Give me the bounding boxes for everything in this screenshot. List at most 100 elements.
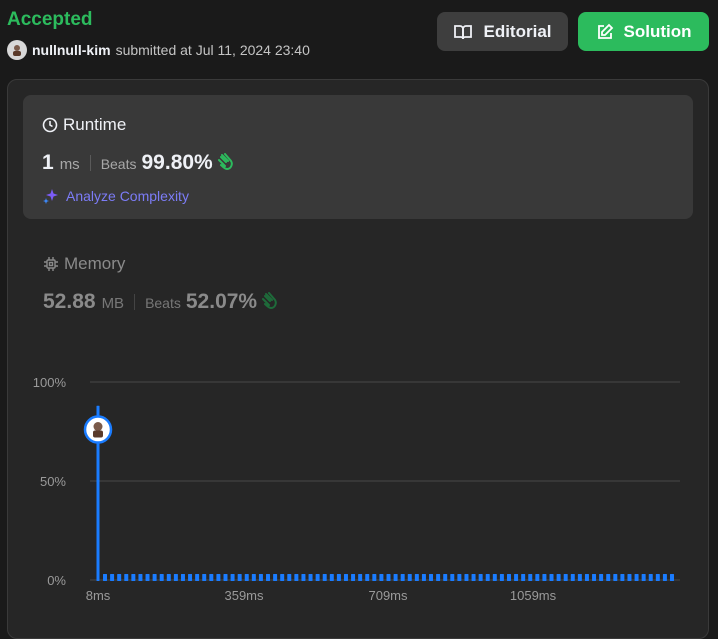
chart-bar[interactable] <box>386 574 391 581</box>
chart-bar[interactable] <box>662 574 667 581</box>
chart-bar[interactable] <box>287 574 292 581</box>
chart-bar[interactable] <box>216 574 221 581</box>
chart-bar[interactable] <box>634 574 639 581</box>
runtime-distribution-chart[interactable]: 100% 50% 0% 8ms 359ms 709ms 1059ms <box>0 360 718 611</box>
chart-bar[interactable] <box>358 574 363 581</box>
chart-bar[interactable] <box>492 574 497 581</box>
chart-bar[interactable] <box>485 574 490 581</box>
chart-bar[interactable] <box>315 574 320 581</box>
chart-bar[interactable] <box>110 574 115 581</box>
chart-bar[interactable] <box>613 574 618 581</box>
chart-bar[interactable] <box>641 574 646 581</box>
chart-bar[interactable] <box>131 574 136 581</box>
chart-bar[interactable] <box>173 574 178 581</box>
chart-bar[interactable] <box>655 574 660 581</box>
chart-bar[interactable] <box>450 574 455 581</box>
chart-bar[interactable] <box>145 574 150 581</box>
chart-bar[interactable] <box>195 574 200 581</box>
chart-bar[interactable] <box>599 574 604 581</box>
chart-bar[interactable] <box>202 574 207 581</box>
chart-bar[interactable] <box>506 574 511 581</box>
chart-bar[interactable] <box>223 574 228 581</box>
solution-button[interactable]: Solution <box>578 12 709 51</box>
chart-bar[interactable] <box>563 574 568 581</box>
chart-bar[interactable] <box>393 574 398 581</box>
analyze-complexity-link[interactable]: Analyze Complexity <box>42 187 189 205</box>
chart-bar[interactable] <box>273 574 278 581</box>
sparkle-icon <box>43 189 58 204</box>
chart-bar[interactable] <box>180 574 185 581</box>
chart-bar[interactable] <box>514 574 519 581</box>
chart-bar[interactable] <box>577 574 582 581</box>
chart-bar[interactable] <box>414 574 419 581</box>
chart-bar[interactable] <box>138 574 143 581</box>
chart-bar[interactable] <box>237 574 242 581</box>
chart-bar[interactable] <box>429 574 434 581</box>
highlight-avatar-body <box>93 430 103 438</box>
memory-tab[interactable]: Memory <box>43 254 125 274</box>
chart-bar[interactable] <box>258 574 263 581</box>
chart-bar[interactable] <box>209 574 214 581</box>
chart-bar[interactable] <box>606 574 611 581</box>
chart-bar[interactable] <box>266 574 271 581</box>
chart-bar[interactable] <box>535 574 540 581</box>
chart-bar[interactable] <box>421 574 426 581</box>
chart-bar[interactable] <box>251 574 256 581</box>
chart-bar[interactable] <box>471 574 476 581</box>
chart-bar[interactable] <box>322 574 327 581</box>
chart-bar[interactable] <box>457 574 462 581</box>
chart-bar[interactable] <box>464 574 469 581</box>
avatar[interactable] <box>7 40 27 60</box>
chart-bar[interactable] <box>379 574 384 581</box>
chart-bar[interactable] <box>592 574 597 581</box>
chart-bar[interactable] <box>308 574 313 581</box>
memory-unit: MB <box>101 295 125 312</box>
runtime-beats-value: 99.80% <box>141 151 213 174</box>
chart-bar[interactable] <box>648 574 653 581</box>
chart-bar[interactable] <box>244 574 249 581</box>
chart-bar[interactable] <box>499 574 504 581</box>
chart-bar[interactable] <box>351 574 356 581</box>
runtime-value: 1 <box>42 151 54 174</box>
chart-bar[interactable] <box>443 574 448 581</box>
chart-bar[interactable] <box>188 574 193 581</box>
chart-bar[interactable] <box>294 574 299 581</box>
runtime-beats-label: Beats <box>100 156 137 172</box>
chart-bar[interactable] <box>124 574 129 581</box>
chart-bar[interactable] <box>407 574 412 581</box>
chart-bar[interactable] <box>166 574 171 581</box>
chart-bar[interactable] <box>542 574 547 581</box>
chart-bar[interactable] <box>400 574 405 581</box>
chart-bar[interactable] <box>528 574 533 581</box>
chart-bar[interactable] <box>584 574 589 581</box>
chart-bar[interactable] <box>549 574 554 581</box>
chart-bar[interactable] <box>230 574 235 581</box>
chart-bar[interactable] <box>436 574 441 581</box>
chart-bar[interactable] <box>372 574 377 581</box>
editorial-label: Editorial <box>483 21 552 41</box>
chart-bar[interactable] <box>336 574 341 581</box>
username-link[interactable]: nullnull-kim <box>32 42 111 58</box>
memory-beats-value: 52.07% <box>185 290 258 313</box>
chart-bar[interactable] <box>570 574 575 581</box>
chart-bar[interactable] <box>301 574 306 581</box>
editorial-button[interactable]: Editorial <box>437 12 568 51</box>
chart-bar[interactable] <box>329 574 334 581</box>
chart-bar[interactable] <box>343 574 348 581</box>
chart-bar[interactable] <box>670 574 674 581</box>
runtime-card[interactable]: Runtime 1 ms Beats 99.80% Analyze Comple… <box>23 95 693 219</box>
chart-bar[interactable] <box>152 574 157 581</box>
chart-bar[interactable] <box>620 574 625 581</box>
chart-bar[interactable] <box>521 574 526 581</box>
chart-bar[interactable] <box>159 574 164 581</box>
runtime-unit: ms <box>59 156 80 173</box>
submitted-time: submitted at Jul 11, 2024 23:40 <box>115 42 310 58</box>
chart-bar[interactable] <box>117 574 122 581</box>
chart-bar[interactable] <box>365 574 370 581</box>
chart-bar[interactable] <box>103 574 107 581</box>
chart-bar[interactable] <box>96 405 100 581</box>
chart-bar[interactable] <box>280 574 285 581</box>
chart-bar[interactable] <box>478 574 483 581</box>
chart-bar[interactable] <box>556 574 561 581</box>
chart-bar[interactable] <box>627 574 632 581</box>
